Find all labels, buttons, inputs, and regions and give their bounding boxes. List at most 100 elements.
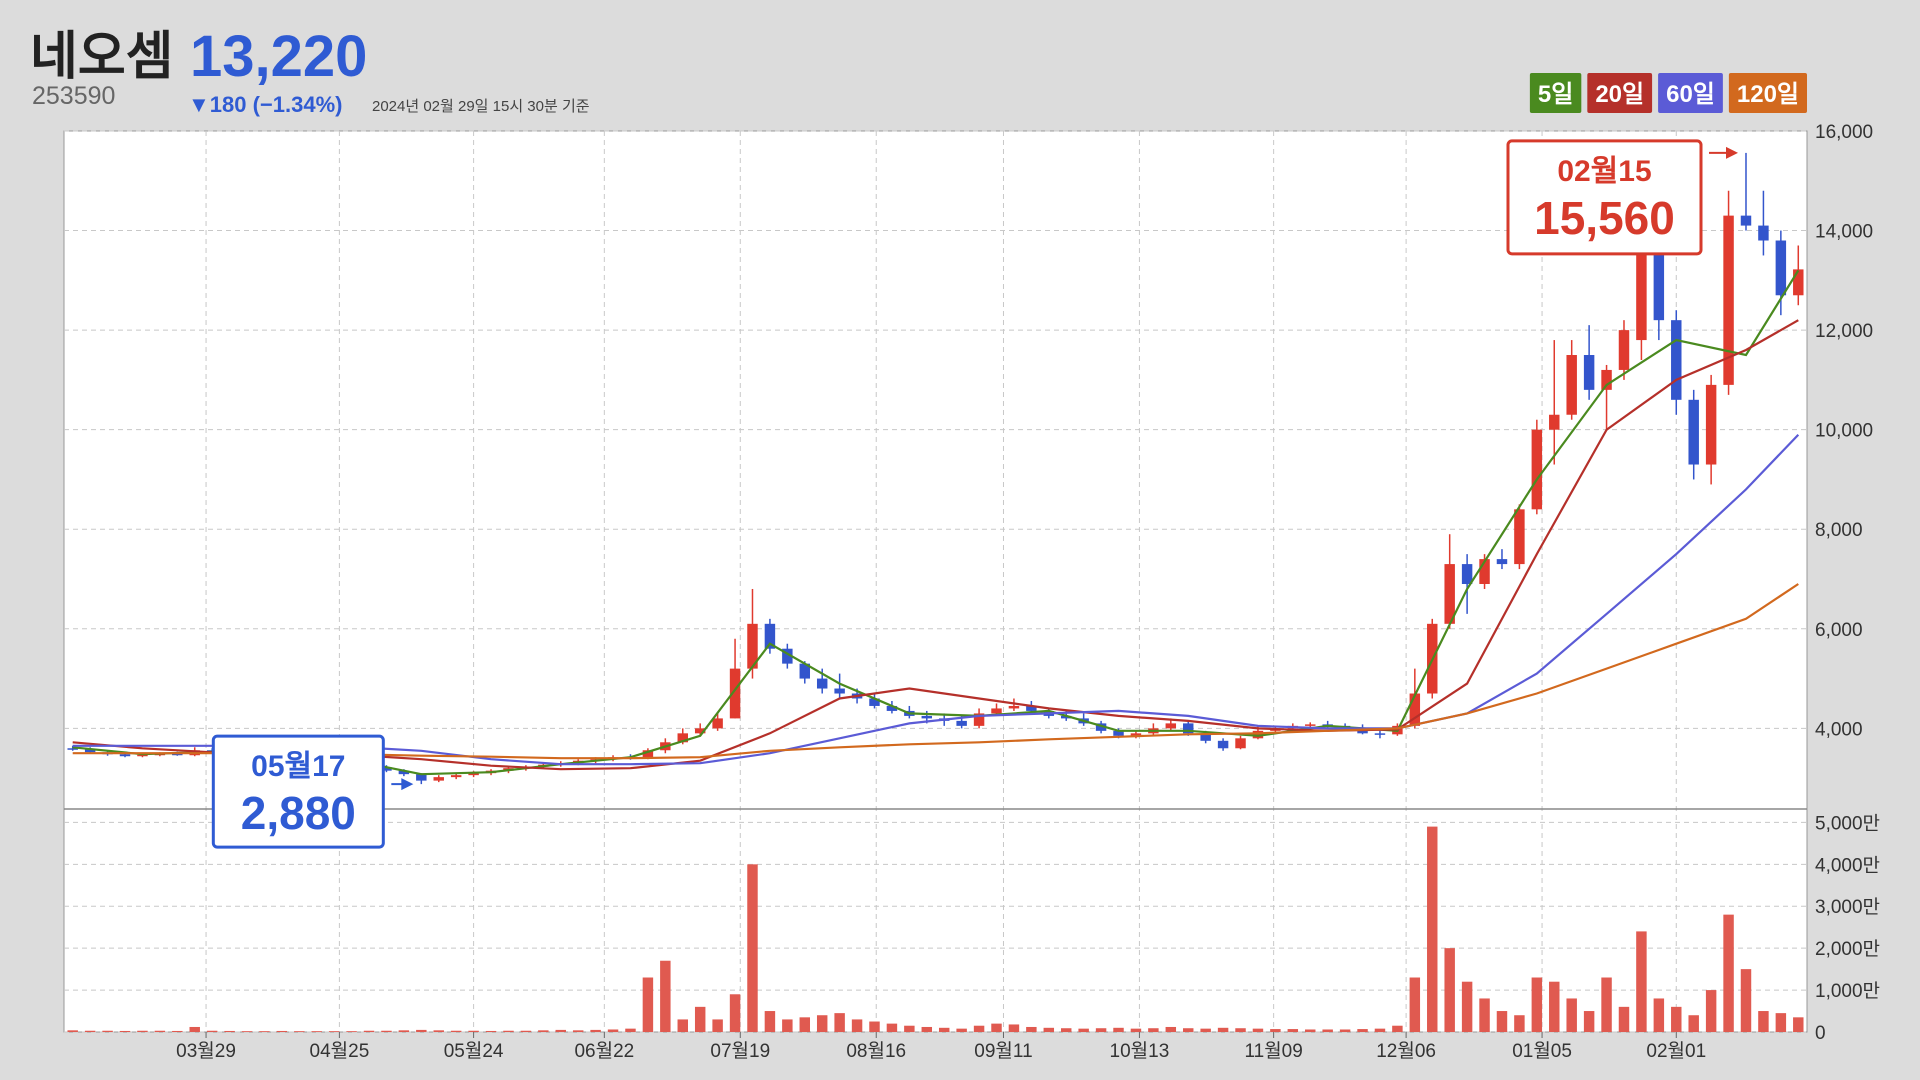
candle-body bbox=[921, 715, 933, 719]
candle-body bbox=[84, 749, 96, 753]
candle-body bbox=[1688, 399, 1699, 465]
candle-body bbox=[1793, 269, 1804, 296]
candle-body bbox=[1217, 740, 1229, 749]
candle-body bbox=[119, 754, 131, 757]
candle-body bbox=[1026, 705, 1037, 711]
candle-body bbox=[1723, 215, 1734, 385]
candle-body bbox=[1479, 559, 1490, 584]
candle-body bbox=[398, 770, 410, 775]
volume-bar bbox=[224, 1030, 235, 1032]
candle-body bbox=[1235, 738, 1246, 749]
legend-label: 20일 bbox=[1595, 81, 1644, 108]
volume-bar bbox=[154, 1030, 166, 1032]
x-tick-label: 02월01 bbox=[1646, 1040, 1706, 1062]
volume-bar bbox=[764, 1011, 776, 1032]
volume-bar bbox=[1444, 948, 1455, 1032]
candle-body bbox=[799, 663, 811, 679]
volume-tick-label: 0 bbox=[1815, 1023, 1826, 1044]
plot-area bbox=[63, 130, 1808, 1033]
x-tick-label: 10월13 bbox=[1110, 1040, 1170, 1062]
candle-body bbox=[991, 708, 1002, 714]
candle-body bbox=[973, 713, 985, 726]
volume-bar bbox=[1078, 1028, 1089, 1032]
legend-item: 120일 bbox=[1728, 73, 1807, 113]
candle-body bbox=[694, 728, 706, 734]
candle-body bbox=[764, 623, 776, 649]
candle-body bbox=[137, 754, 148, 757]
volume-bar bbox=[1427, 826, 1438, 1032]
candle-body bbox=[1740, 215, 1752, 226]
candle-body bbox=[450, 775, 462, 778]
volume-bar bbox=[1392, 1025, 1403, 1032]
candle-body bbox=[1758, 225, 1769, 241]
volume-bar bbox=[1095, 1028, 1107, 1032]
volume-bar bbox=[1688, 1015, 1699, 1032]
legend-item: 60일 bbox=[1658, 73, 1723, 113]
legend-item: 20일 bbox=[1587, 73, 1653, 113]
candle-body bbox=[1653, 240, 1665, 321]
timestamp: 2024년 02월 29일 15시 30분 기준 bbox=[372, 98, 590, 115]
volume-bar bbox=[1566, 998, 1577, 1032]
candle-body bbox=[712, 718, 723, 729]
volume-bar bbox=[938, 1027, 950, 1032]
legend-swatch bbox=[1587, 73, 1653, 113]
volume-bar bbox=[294, 1031, 305, 1032]
candle-body bbox=[1200, 733, 1211, 741]
volume-bar bbox=[468, 1030, 479, 1032]
candle-body bbox=[886, 705, 898, 711]
volume-bar bbox=[328, 1031, 340, 1032]
volume-bar bbox=[1583, 1011, 1595, 1032]
volume-bar bbox=[1287, 1029, 1299, 1032]
candle-body bbox=[869, 698, 880, 706]
volume-bar bbox=[1723, 914, 1734, 1032]
volume-bar bbox=[1165, 1026, 1177, 1032]
x-tick-label: 04월25 bbox=[310, 1040, 370, 1062]
candle-body bbox=[416, 774, 427, 781]
y-tick-label: 16,000 bbox=[1815, 122, 1873, 143]
volume-bar bbox=[1671, 1006, 1682, 1032]
legend-swatch bbox=[1529, 73, 1582, 113]
candle-body bbox=[1252, 730, 1264, 739]
legend-swatch bbox=[1658, 73, 1723, 113]
candle-body bbox=[834, 688, 845, 694]
volume-bar bbox=[782, 1019, 793, 1032]
volume-bar bbox=[869, 1021, 880, 1032]
volume-bar bbox=[119, 1030, 131, 1032]
candle-body bbox=[1305, 724, 1316, 726]
volume-bar bbox=[555, 1029, 566, 1032]
volume-bar bbox=[747, 864, 758, 1032]
volume-tick-label: 5,000만 bbox=[1815, 812, 1880, 834]
candle-body bbox=[1113, 730, 1124, 736]
candle-body bbox=[1130, 733, 1142, 736]
candle-body bbox=[1183, 723, 1194, 734]
volume-bar bbox=[1235, 1028, 1246, 1032]
price-change: ▼180 (−1.34%) bbox=[188, 92, 342, 117]
legend-label: 5일 bbox=[1538, 81, 1573, 108]
stock-name: 네오셈 bbox=[30, 28, 174, 86]
candle-body bbox=[642, 750, 654, 759]
volume-bar bbox=[991, 1023, 1002, 1032]
legend-swatch bbox=[1728, 73, 1807, 113]
annotation-box bbox=[211, 734, 385, 849]
y-tick-label: 8,000 bbox=[1815, 520, 1863, 541]
candle-body bbox=[1705, 384, 1717, 465]
volume-bar bbox=[590, 1029, 601, 1032]
candle-body bbox=[1060, 715, 1072, 719]
volume-bar bbox=[1705, 990, 1717, 1032]
volume-bar bbox=[1148, 1028, 1159, 1032]
volume-bar bbox=[137, 1030, 148, 1032]
volume-bar bbox=[799, 1017, 811, 1032]
candle-body bbox=[816, 678, 828, 689]
volume-bar bbox=[276, 1030, 288, 1032]
volume-bar bbox=[625, 1028, 636, 1032]
volume-bar bbox=[816, 1015, 828, 1032]
volume-bar bbox=[1409, 977, 1421, 1032]
volume-bar bbox=[1357, 1029, 1368, 1032]
candle-body bbox=[67, 748, 78, 750]
volume-bar bbox=[1758, 1011, 1769, 1032]
volume-bar bbox=[1775, 1013, 1787, 1032]
volume-bar bbox=[102, 1030, 113, 1032]
x-tick-label: 06월22 bbox=[574, 1040, 634, 1062]
volume-bar bbox=[1305, 1029, 1316, 1032]
annotation-box bbox=[1506, 139, 1703, 256]
